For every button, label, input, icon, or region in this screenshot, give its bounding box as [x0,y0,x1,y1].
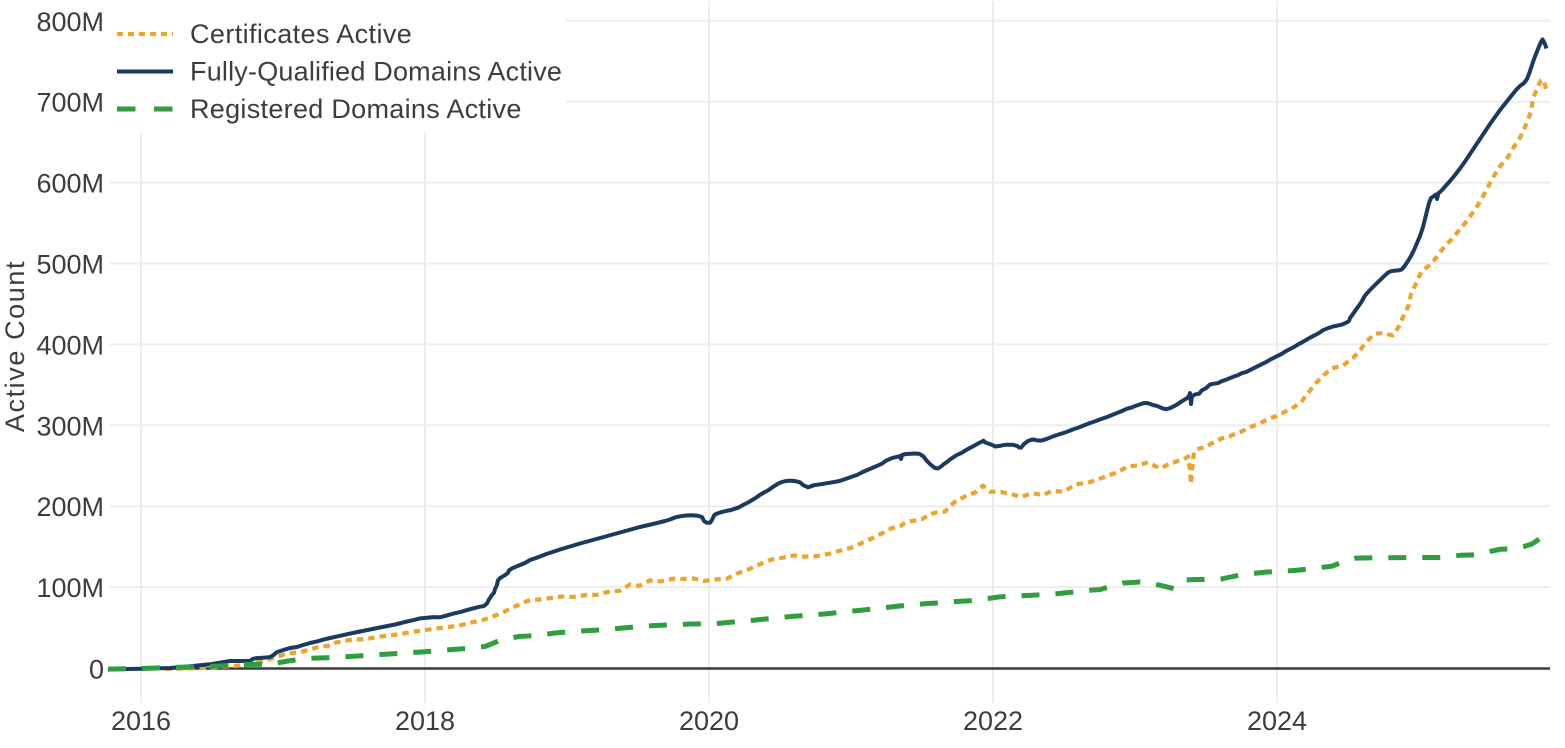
svg-text:400M: 400M [36,330,104,360]
svg-text:2018: 2018 [395,706,455,736]
svg-text:0: 0 [89,655,104,685]
svg-text:Fully-Qualified Domains Active: Fully-Qualified Domains Active [190,57,562,87]
svg-text:600M: 600M [36,169,104,199]
svg-text:100M: 100M [36,573,104,603]
svg-text:2024: 2024 [1247,706,1307,736]
svg-text:500M: 500M [36,250,104,280]
svg-text:200M: 200M [36,492,104,522]
svg-text:2022: 2022 [963,706,1023,736]
svg-text:Registered Domains Active: Registered Domains Active [190,94,522,124]
svg-text:800M: 800M [36,7,104,37]
svg-text:700M: 700M [36,88,104,118]
svg-text:2016: 2016 [111,706,171,736]
svg-text:300M: 300M [36,411,104,441]
svg-text:Certificates Active: Certificates Active [190,19,412,49]
svg-text:Active Count: Active Count [0,260,30,432]
svg-text:2020: 2020 [679,706,739,736]
